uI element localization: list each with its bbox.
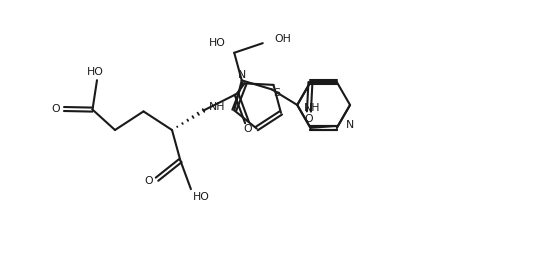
Text: N: N	[346, 120, 354, 130]
Text: O: O	[305, 113, 314, 123]
Text: NH: NH	[304, 103, 321, 113]
Text: NH: NH	[208, 101, 225, 112]
Text: O: O	[244, 124, 252, 134]
Text: O: O	[52, 104, 60, 114]
Text: HO: HO	[86, 67, 103, 77]
Text: OH: OH	[275, 34, 292, 44]
Text: HO: HO	[193, 192, 210, 202]
Text: N: N	[238, 70, 246, 80]
Text: O: O	[145, 176, 153, 186]
Text: HO: HO	[210, 38, 226, 48]
Text: S: S	[273, 88, 280, 98]
